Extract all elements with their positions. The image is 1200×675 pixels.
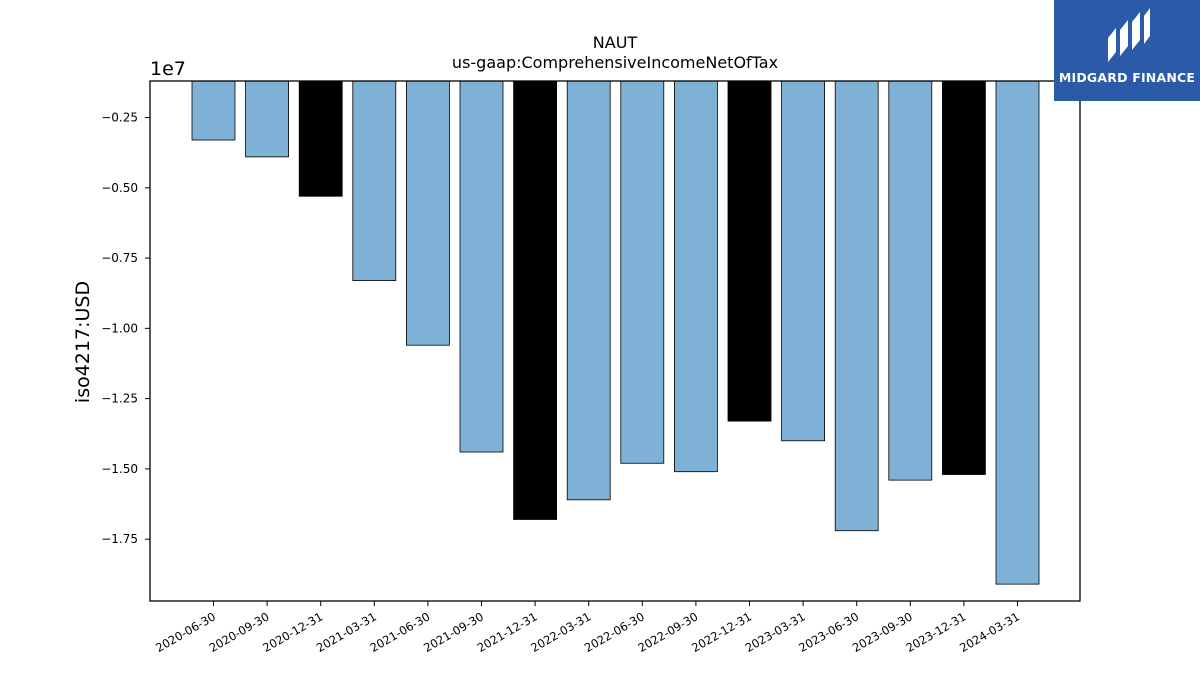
x-tick-label: 2023-03-31 (743, 609, 808, 655)
chart-subtitle: us-gaap:ComprehensiveIncomeNetOfTax (452, 53, 778, 72)
bar-2021-03-31 (352, 80, 397, 281)
y-tick-label: −1.75 (101, 532, 138, 546)
y-tick-label: −0.50 (101, 181, 138, 195)
y-tick-label: −0.75 (101, 251, 138, 265)
y-tick-label: −1.50 (101, 462, 138, 476)
plot-frame (149, 80, 1081, 602)
bar-2020-06-30 (191, 80, 236, 141)
bar-2020-12-31 (298, 80, 343, 197)
bar-2023-06-30 (834, 80, 879, 532)
x-tick-label: 2021-06-30 (368, 609, 433, 655)
x-tick-label: 2021-03-31 (314, 609, 379, 655)
bar-2023-03-31 (781, 80, 825, 442)
bar-2024-03-31 (995, 80, 1040, 585)
x-tick-label: 2024-03-31 (957, 609, 1022, 655)
x-tick-label: 2022-09-30 (636, 609, 701, 655)
bar-2021-06-30 (405, 80, 450, 346)
y-ticks-group: −0.25 −0.50 −0.75 −1.00 −1.25 −1.50 −1.75 (101, 111, 150, 546)
bar-2022-06-30 (620, 80, 665, 464)
bar-2022-09-30 (674, 80, 718, 473)
x-tick-label: 2020-12-31 (260, 609, 325, 655)
x-tick-label: 2023-06-30 (796, 609, 861, 655)
y-axis-label: iso4217:USD (72, 281, 94, 403)
midgard-logo-icon (1108, 8, 1150, 62)
x-tick-label: 2023-12-31 (904, 609, 969, 655)
brand-name: MIDGARD FINANCE (1058, 70, 1196, 85)
y-tick-label: −1.25 (101, 392, 138, 406)
chart-title: NAUT (593, 33, 638, 52)
x-tick-label: 2022-06-30 (582, 609, 647, 655)
bar-2023-12-31 (942, 80, 986, 475)
x-tick-label: 2020-09-30 (207, 609, 272, 655)
y-tick-label: −0.25 (101, 111, 138, 125)
bar-2022-03-31 (566, 80, 611, 501)
x-tick-label: 2023-09-30 (850, 609, 915, 655)
bar-2022-12-31 (727, 80, 772, 422)
bars-group (191, 80, 1040, 585)
y-offset-label: 1e7 (150, 58, 186, 80)
bar-2023-09-30 (888, 80, 933, 481)
bar-2021-09-30 (459, 80, 504, 453)
brand-logo: MIDGARD FINANCE (1054, 0, 1200, 101)
x-tick-label: 2021-09-30 (421, 609, 486, 655)
x-tick-label: 2022-12-31 (689, 609, 754, 655)
x-tick-label: 2021-12-31 (475, 609, 540, 655)
x-ticks-group: 2020-06-302020-09-302020-12-312021-03-31… (153, 601, 1022, 655)
x-tick-label: 2020-06-30 (153, 609, 218, 655)
y-tick-label: −1.00 (101, 321, 138, 335)
bar-2021-12-31 (513, 80, 557, 520)
x-tick-label: 2022-03-31 (528, 609, 593, 655)
bar-2020-09-30 (245, 80, 290, 158)
